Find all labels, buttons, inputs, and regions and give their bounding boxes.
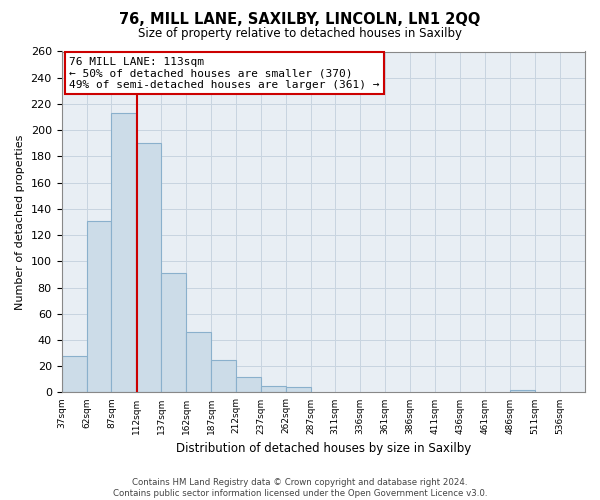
Text: Contains HM Land Registry data © Crown copyright and database right 2024.
Contai: Contains HM Land Registry data © Crown c… <box>113 478 487 498</box>
Bar <box>187 332 211 392</box>
Bar <box>262 386 286 392</box>
Bar <box>510 390 535 392</box>
Y-axis label: Number of detached properties: Number of detached properties <box>15 134 25 310</box>
Bar <box>236 376 262 392</box>
Text: Size of property relative to detached houses in Saxilby: Size of property relative to detached ho… <box>138 28 462 40</box>
Bar <box>286 387 311 392</box>
Text: 76 MILL LANE: 113sqm
← 50% of detached houses are smaller (370)
49% of semi-deta: 76 MILL LANE: 113sqm ← 50% of detached h… <box>70 56 380 90</box>
Bar <box>86 220 112 392</box>
X-axis label: Distribution of detached houses by size in Saxilby: Distribution of detached houses by size … <box>176 442 471 455</box>
Bar <box>136 144 161 392</box>
Bar <box>211 360 236 392</box>
Bar <box>62 356 86 393</box>
Bar <box>161 273 187 392</box>
Text: 76, MILL LANE, SAXILBY, LINCOLN, LN1 2QQ: 76, MILL LANE, SAXILBY, LINCOLN, LN1 2QQ <box>119 12 481 28</box>
Bar <box>112 113 136 392</box>
